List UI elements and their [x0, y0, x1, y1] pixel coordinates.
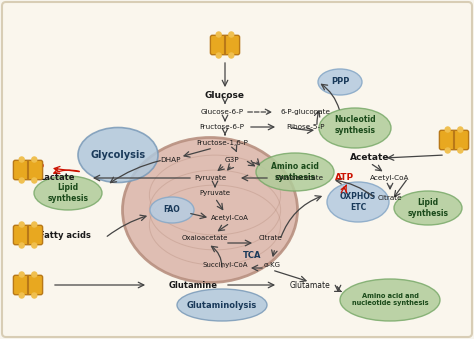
Text: Lipid
synthesis: Lipid synthesis	[408, 198, 448, 218]
Circle shape	[229, 53, 234, 58]
Circle shape	[445, 148, 450, 153]
Text: Acetyl-CoA: Acetyl-CoA	[211, 215, 249, 221]
Text: 6-P-gluconate: 6-P-gluconate	[281, 109, 331, 115]
Ellipse shape	[340, 279, 440, 321]
Ellipse shape	[34, 176, 102, 210]
Text: Fructose-6-P: Fructose-6-P	[200, 124, 245, 130]
Circle shape	[32, 222, 37, 227]
Circle shape	[19, 157, 24, 162]
Ellipse shape	[394, 191, 462, 225]
Text: Lactate: Lactate	[39, 174, 75, 182]
Circle shape	[32, 157, 37, 162]
Circle shape	[19, 243, 24, 248]
Circle shape	[216, 53, 221, 58]
Circle shape	[32, 293, 37, 298]
Ellipse shape	[256, 153, 334, 191]
Text: Fructose-1,6-P: Fructose-1,6-P	[196, 140, 248, 146]
Text: Amino acid and
nucleotide synthesis: Amino acid and nucleotide synthesis	[352, 294, 428, 306]
Text: ATP: ATP	[336, 174, 355, 182]
FancyBboxPatch shape	[13, 225, 43, 245]
FancyBboxPatch shape	[13, 275, 43, 295]
Text: DHAP: DHAP	[161, 157, 181, 163]
Text: Nucleotid
synthesis: Nucleotid synthesis	[334, 115, 376, 135]
Text: Pyruvate: Pyruvate	[194, 175, 226, 181]
FancyBboxPatch shape	[439, 130, 469, 150]
Ellipse shape	[78, 127, 158, 182]
Text: TCA: TCA	[243, 251, 261, 259]
Text: Ribose-5-P: Ribose-5-P	[287, 124, 325, 130]
Text: Lipid
synthesis: Lipid synthesis	[47, 183, 89, 203]
Text: Oxaloacetate: Oxaloacetate	[276, 175, 324, 181]
Text: Acetyl-CoA: Acetyl-CoA	[370, 175, 410, 181]
Text: OXPHOS
ETC: OXPHOS ETC	[340, 192, 376, 212]
Text: Pyruvate: Pyruvate	[200, 190, 230, 196]
Circle shape	[458, 148, 463, 153]
Text: Fatty acids: Fatty acids	[39, 231, 91, 239]
Circle shape	[19, 272, 24, 277]
Text: Glycolysis: Glycolysis	[91, 150, 146, 160]
Text: ATP: ATP	[27, 163, 46, 173]
Circle shape	[19, 178, 24, 183]
Ellipse shape	[327, 182, 389, 222]
Text: Citrate: Citrate	[258, 235, 282, 241]
Ellipse shape	[122, 138, 298, 282]
Circle shape	[216, 32, 221, 37]
Circle shape	[229, 32, 234, 37]
Text: Acetate: Acetate	[350, 154, 390, 162]
Ellipse shape	[318, 69, 362, 95]
Circle shape	[458, 127, 463, 132]
Text: Citrate: Citrate	[378, 195, 402, 201]
FancyBboxPatch shape	[2, 2, 472, 337]
Text: Glutamine: Glutamine	[168, 280, 218, 290]
Circle shape	[32, 178, 37, 183]
Text: FAO: FAO	[164, 205, 181, 215]
Text: G3P: G3P	[225, 157, 239, 163]
Ellipse shape	[177, 289, 267, 321]
FancyBboxPatch shape	[13, 160, 43, 180]
Circle shape	[32, 272, 37, 277]
Circle shape	[19, 293, 24, 298]
Text: Amino acid
synthesis: Amino acid synthesis	[271, 162, 319, 182]
Circle shape	[445, 127, 450, 132]
Ellipse shape	[150, 197, 194, 223]
FancyBboxPatch shape	[210, 35, 239, 55]
Text: PPP: PPP	[331, 78, 349, 86]
Ellipse shape	[319, 108, 391, 148]
Text: Succinyl-CoA: Succinyl-CoA	[202, 262, 248, 268]
Circle shape	[19, 222, 24, 227]
Text: Glutaminolysis: Glutaminolysis	[187, 300, 257, 310]
Text: Glutamate: Glutamate	[290, 280, 330, 290]
Text: Glucose: Glucose	[205, 91, 245, 100]
Text: Oxaloacetate: Oxaloacetate	[182, 235, 228, 241]
Text: Glucose-6-P: Glucose-6-P	[201, 109, 244, 115]
Circle shape	[32, 243, 37, 248]
Text: α-KG: α-KG	[264, 262, 281, 268]
